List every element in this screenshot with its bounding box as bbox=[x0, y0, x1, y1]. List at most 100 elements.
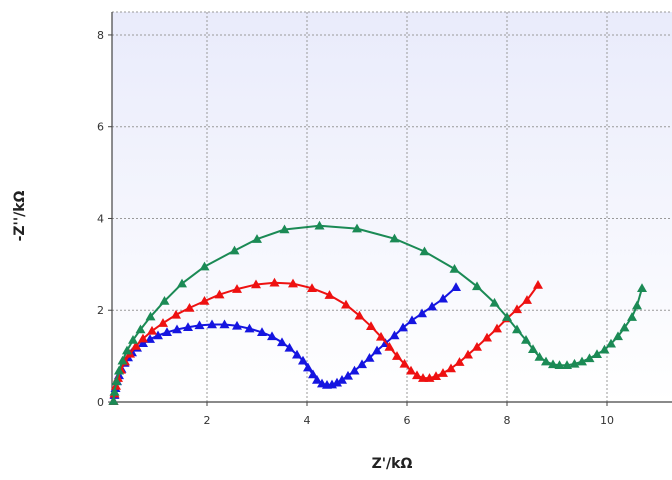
data-point-marker bbox=[389, 330, 400, 340]
y-tick-labels: 0 2 4 6 8 bbox=[97, 29, 104, 409]
data-point-marker bbox=[343, 370, 353, 380]
x-tick-label: 2 bbox=[204, 414, 211, 427]
data-point-marker bbox=[352, 223, 362, 233]
data-point-marker bbox=[398, 322, 408, 332]
data-point-marker bbox=[219, 319, 230, 329]
data-point-marker bbox=[372, 345, 382, 355]
data-point-marker bbox=[512, 324, 522, 334]
data-point-marker bbox=[312, 374, 322, 384]
data-point-marker bbox=[337, 374, 347, 384]
data-point-marker bbox=[277, 337, 287, 347]
series-3 bbox=[108, 220, 647, 405]
data-point-marker bbox=[528, 344, 538, 353]
data-point-marker bbox=[449, 263, 460, 273]
data-point-marker bbox=[599, 344, 610, 354]
data-point-marker bbox=[489, 297, 500, 307]
data-point-marker bbox=[354, 310, 365, 320]
data-point-marker bbox=[419, 246, 430, 256]
data-point-marker bbox=[366, 321, 376, 331]
data-point-marker bbox=[214, 289, 225, 299]
data-point-marker bbox=[145, 311, 156, 321]
data-point-marker bbox=[244, 323, 255, 333]
data-point-marker bbox=[584, 353, 595, 363]
data-point-marker bbox=[376, 331, 386, 341]
data-point-marker bbox=[472, 341, 482, 351]
y-axis-title: -Z''/kΩ bbox=[12, 190, 28, 241]
data-point-marker bbox=[472, 281, 482, 291]
data-point-marker bbox=[184, 302, 195, 312]
data-point-marker bbox=[158, 318, 168, 327]
data-point-marker bbox=[431, 371, 441, 381]
data-point-marker bbox=[109, 386, 120, 396]
data-point-marker bbox=[502, 312, 512, 321]
data-point-marker bbox=[267, 331, 277, 341]
data-point-marker bbox=[534, 352, 545, 361]
data-point-marker bbox=[114, 365, 124, 375]
data-point-marker bbox=[314, 220, 325, 230]
data-point-marker bbox=[637, 283, 647, 292]
data-point-marker bbox=[307, 283, 317, 292]
plot-area-background bbox=[112, 12, 672, 402]
x-axis-title: Z'/kΩ bbox=[372, 456, 413, 472]
data-point-marker bbox=[438, 293, 448, 303]
data-point-marker bbox=[138, 333, 148, 343]
data-point-marker bbox=[298, 355, 308, 365]
data-series bbox=[108, 220, 647, 405]
data-point-marker bbox=[482, 332, 492, 342]
data-point-marker bbox=[512, 304, 522, 314]
data-point-marker bbox=[427, 301, 437, 311]
data-point-marker bbox=[159, 296, 170, 305]
data-point-marker bbox=[418, 373, 428, 382]
data-point-marker bbox=[145, 334, 155, 343]
data-point-marker bbox=[392, 351, 402, 360]
data-point-marker bbox=[229, 245, 240, 255]
data-point-marker bbox=[577, 356, 587, 366]
data-point-marker bbox=[194, 320, 205, 330]
data-point-marker bbox=[251, 279, 261, 289]
data-point-marker bbox=[349, 365, 360, 375]
data-point-marker bbox=[108, 396, 119, 405]
data-point-marker bbox=[292, 349, 302, 359]
data-point-marker bbox=[606, 338, 616, 348]
data-point-marker bbox=[171, 309, 181, 319]
data-point-marker bbox=[357, 359, 367, 369]
y-tick-label: 0 bbox=[97, 396, 104, 409]
data-point-marker bbox=[364, 352, 375, 362]
data-point-marker bbox=[207, 319, 217, 329]
grid bbox=[112, 11, 672, 402]
data-point-marker bbox=[131, 341, 141, 350]
data-point-marker bbox=[341, 299, 351, 309]
x-tick-label: 6 bbox=[404, 414, 411, 427]
data-point-marker bbox=[417, 308, 427, 318]
data-point-marker bbox=[569, 358, 580, 368]
data-point-marker bbox=[389, 233, 400, 243]
data-point-marker bbox=[162, 327, 172, 337]
data-point-marker bbox=[279, 224, 290, 234]
data-point-marker bbox=[257, 327, 267, 337]
data-point-marker bbox=[592, 349, 602, 359]
x-tick-label: 4 bbox=[304, 414, 311, 427]
data-point-marker bbox=[303, 362, 313, 372]
data-point-marker bbox=[199, 296, 210, 305]
data-point-marker bbox=[324, 290, 335, 299]
data-point-marker bbox=[199, 261, 210, 271]
data-point-marker bbox=[446, 363, 456, 373]
y-tick-label: 6 bbox=[97, 121, 104, 134]
data-point-marker bbox=[183, 322, 193, 331]
data-point-marker bbox=[554, 360, 565, 370]
data-point-marker bbox=[138, 338, 148, 348]
data-point-marker bbox=[177, 278, 187, 288]
data-point-marker bbox=[252, 234, 262, 243]
data-point-marker bbox=[399, 358, 410, 368]
data-point-marker bbox=[548, 359, 558, 369]
data-point-marker bbox=[533, 280, 543, 289]
data-point-marker bbox=[562, 360, 572, 370]
data-point-marker bbox=[147, 325, 157, 335]
x-tick-label: 8 bbox=[504, 414, 511, 427]
data-point-marker bbox=[412, 370, 422, 380]
data-point-marker bbox=[613, 331, 623, 341]
data-point-marker bbox=[522, 295, 532, 304]
data-point-marker bbox=[632, 300, 642, 310]
x-tick-label: 10 bbox=[600, 414, 614, 427]
